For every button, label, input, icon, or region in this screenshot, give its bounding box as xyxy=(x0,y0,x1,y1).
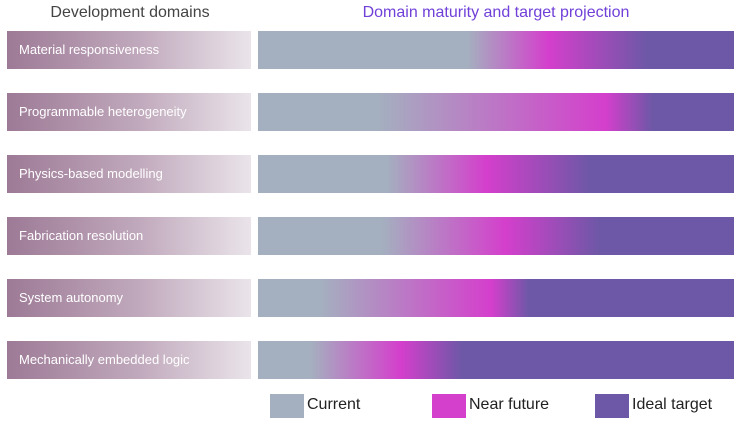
legend-label-near-future: Near future xyxy=(469,396,550,413)
maturity-bar xyxy=(258,31,734,69)
domain-label: System autonomy xyxy=(7,279,251,317)
legend-swatch-current xyxy=(270,394,304,418)
domain-row: Material responsiveness xyxy=(0,31,743,69)
domain-label: Physics-based modelling xyxy=(7,155,251,193)
maturity-header: Domain maturity and target projection xyxy=(362,4,630,21)
legend-swatch-near-future xyxy=(432,394,466,418)
maturity-bar xyxy=(258,217,734,255)
maturity-bar xyxy=(258,341,734,379)
maturity-bar xyxy=(258,279,734,317)
maturity-bar xyxy=(258,155,734,193)
domain-row: Fabrication resolution xyxy=(0,217,743,255)
domain-row: Programmable heterogeneity xyxy=(0,93,743,131)
legend-swatch-ideal-target xyxy=(595,394,629,418)
domain-row: System autonomy xyxy=(0,279,743,317)
domains-header: Development domains xyxy=(50,4,210,21)
domain-row: Physics-based modelling xyxy=(0,155,743,193)
domain-label: Mechanically embedded logic xyxy=(7,341,251,379)
legend-label-ideal-target: Ideal target xyxy=(632,396,713,413)
maturity-bar xyxy=(258,93,734,131)
domain-label: Programmable heterogeneity xyxy=(7,93,251,131)
legend: Current Near future Ideal target xyxy=(0,393,743,419)
domain-row: Mechanically embedded logic xyxy=(0,341,743,379)
legend-label-current: Current xyxy=(307,396,361,413)
domain-label: Material responsiveness xyxy=(7,31,251,69)
domain-label: Fabrication resolution xyxy=(7,217,251,255)
